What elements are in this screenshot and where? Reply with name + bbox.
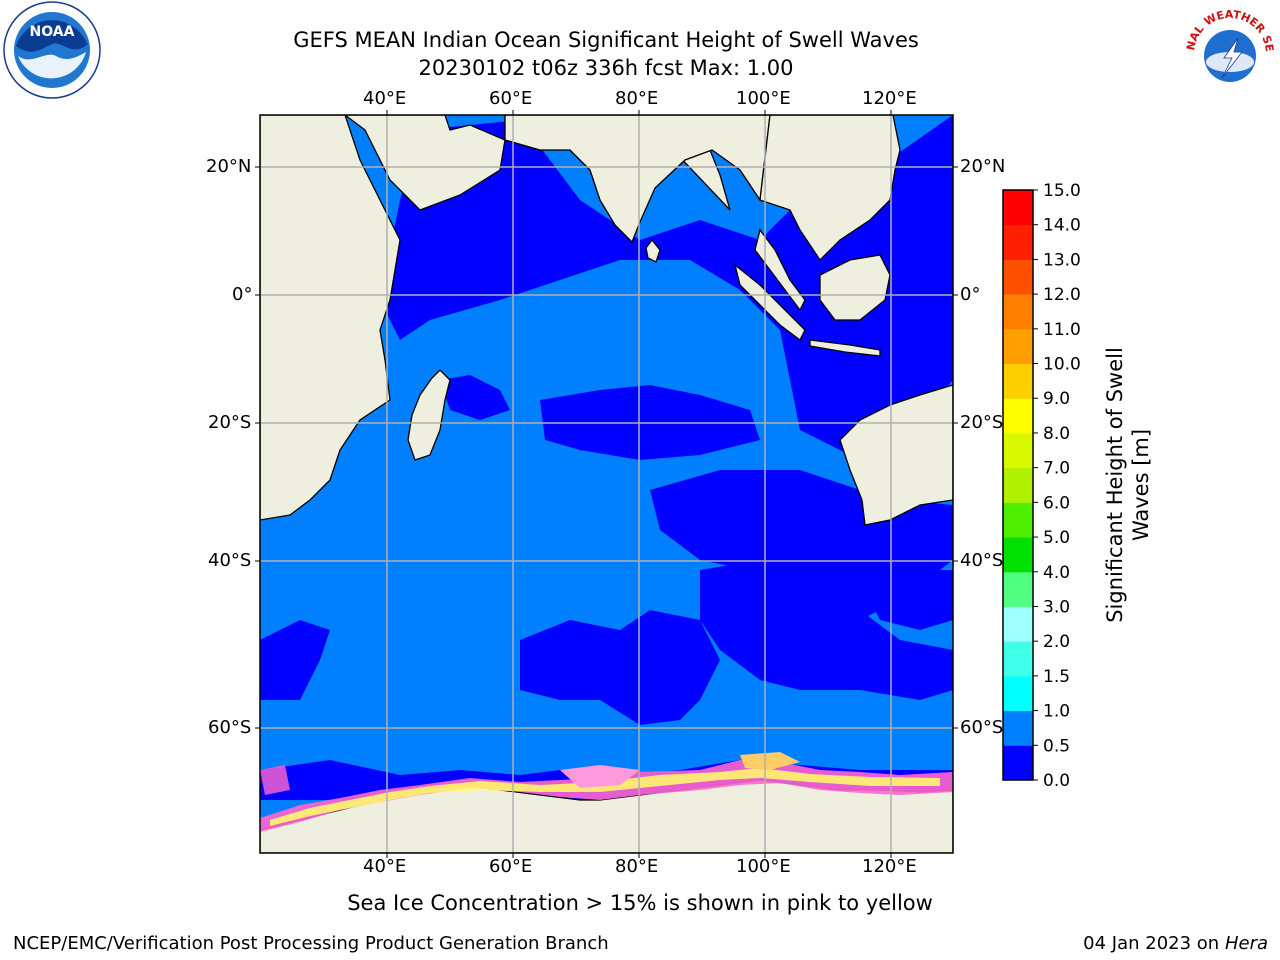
footer-left: NCEP/EMC/Verification Post Processing Pr… xyxy=(13,933,609,954)
colorbar-tick-label: 7.0 xyxy=(1043,459,1070,479)
lon-label-bottom-100e: 100°E xyxy=(736,856,791,877)
lat-label-left-20n: 20°N xyxy=(206,156,252,177)
colorbar-swatch xyxy=(1003,363,1033,399)
lon-label-top-100e: 100°E xyxy=(736,88,791,109)
colorbar-tick-label: 9.0 xyxy=(1043,389,1070,409)
lat-label-right-20n: 20°N xyxy=(960,156,1006,177)
map-ticks xyxy=(255,110,958,858)
colorbar-tick-label: 11.0 xyxy=(1043,320,1081,340)
colorbar-tick-label: 12.0 xyxy=(1043,285,1081,305)
colorbar-tick-label: 10.0 xyxy=(1043,355,1081,375)
colorbar-tick-label: 2.0 xyxy=(1043,632,1070,652)
lon-label-bottom-80e: 80°E xyxy=(615,856,659,877)
footer-right: 04 Jan 2023 on Hera xyxy=(1083,933,1268,954)
colorbar-swatch xyxy=(1003,259,1033,295)
lat-label-left-40s: 40°S xyxy=(208,550,252,571)
footer-date: 04 Jan 2023 on xyxy=(1083,933,1225,954)
colorbar-swatch xyxy=(1003,294,1033,330)
land-areas xyxy=(260,115,953,853)
colorbar-tick-label: 1.0 xyxy=(1043,702,1070,722)
colorbar-swatch xyxy=(1003,224,1033,260)
colorbar-swatch xyxy=(1003,606,1033,642)
lat-label-right-40s: 40°S xyxy=(960,550,1004,571)
colorbar-label: Significant Height of Swell Waves [m] xyxy=(1102,347,1154,623)
colorbar-swatch xyxy=(1003,710,1033,746)
map-svg xyxy=(255,110,958,858)
colorbar-swatch xyxy=(1003,467,1033,503)
lat-label-right-60s: 60°S xyxy=(960,717,1004,738)
colorbar-swatch xyxy=(1003,190,1033,226)
colorbar-swatch xyxy=(1003,502,1033,538)
lon-label-bottom-60e: 60°E xyxy=(489,856,533,877)
lat-label-right-20s: 20°S xyxy=(960,412,1004,433)
lat-label-left-0: 0° xyxy=(232,284,253,305)
nws-logo: NATIONAL WEATHER SERVICE xyxy=(1175,0,1280,100)
colorbar-tick-label: 4.0 xyxy=(1043,563,1070,583)
lon-label-top-120e: 120°E xyxy=(862,88,917,109)
lat-label-left-20s: 20°S xyxy=(208,412,252,433)
map-frame xyxy=(259,114,954,854)
noaa-text: NOAA xyxy=(30,24,75,40)
colorbar-swatch xyxy=(1003,571,1033,607)
lon-label-top-80e: 80°E xyxy=(615,88,659,109)
colorbar-label-line-2: Waves [m] xyxy=(1129,428,1153,542)
colorbar-tick-label: 15.0 xyxy=(1043,181,1081,201)
lon-label-top-60e: 60°E xyxy=(489,88,533,109)
colorbar-tick-label: 14.0 xyxy=(1043,216,1081,236)
colorbar-swatch xyxy=(1003,675,1033,712)
colorbar-tick-label: 5.0 xyxy=(1043,528,1070,548)
colorbar-tick-label: 6.0 xyxy=(1043,493,1070,513)
colorbar-tick-label: 0.5 xyxy=(1043,736,1070,756)
title-line-1: GEFS MEAN Indian Ocean Significant Heigh… xyxy=(293,28,919,52)
colorbar-swatch xyxy=(1003,398,1033,434)
sea-ice-caption: Sea Ice Concentration > 15% is shown in … xyxy=(347,891,933,915)
lat-label-left-60s: 60°S xyxy=(208,717,252,738)
colorbar-tick-label: 3.0 xyxy=(1043,597,1070,617)
lon-label-bottom-120e: 120°E xyxy=(862,856,917,877)
colorbar-frame xyxy=(1002,189,1034,781)
title-line-2: 20230102 t06z 336h fcst Max: 1.00 xyxy=(418,56,794,80)
lon-label-bottom-40e: 40°E xyxy=(363,856,407,877)
footer-machine: Hera xyxy=(1224,933,1268,954)
colorbar-label-line-1: Significant Height of Swell xyxy=(1103,347,1127,623)
colorbar-swatch xyxy=(1003,537,1033,573)
sea-ice-band xyxy=(260,752,953,832)
lat-label-right-0: 0° xyxy=(960,284,981,305)
colorbar-swatch xyxy=(1003,745,1033,781)
colorbar-tick-label: 13.0 xyxy=(1043,250,1081,270)
colorbar-swatch xyxy=(1003,328,1033,365)
colorbar-tick-label: 1.5 xyxy=(1043,667,1070,687)
colorbar-tick-label: 8.0 xyxy=(1043,424,1070,444)
colorbar-swatch xyxy=(1003,432,1033,469)
colorbar: 0.0 0.5 1.0 1.5 2.0 3.0 4.0 5.0 6.0 7.0 8.0 9.0 10.0… xyxy=(1002,181,1081,791)
grid-lines xyxy=(260,115,953,853)
noaa-logo: NOAA xyxy=(2,0,102,100)
lon-label-top-40e: 40°E xyxy=(363,88,407,109)
colorbar-tick-label: 0.0 xyxy=(1043,771,1070,791)
colorbar-swatch xyxy=(1003,641,1033,677)
